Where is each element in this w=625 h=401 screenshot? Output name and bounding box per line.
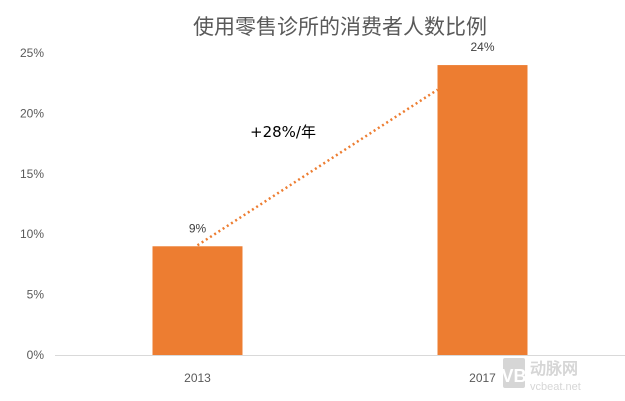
y-tick-label: 5% xyxy=(27,288,45,302)
trend-line xyxy=(196,88,439,247)
x-tick-label: 2017 xyxy=(469,371,496,385)
y-tick-label: 10% xyxy=(20,227,44,241)
y-tick-label: 0% xyxy=(27,348,45,362)
svg-text:vcbeat.net: vcbeat.net xyxy=(530,381,581,393)
chart-title: 使用零售诊所的消费者人数比例 xyxy=(193,15,487,39)
data-label: 9% xyxy=(189,221,207,235)
watermark-logo: VB 动脉网 vcbeat.net xyxy=(501,358,581,393)
trend-annotation: +28%/年 xyxy=(250,123,316,141)
svg-text:动脉网: 动脉网 xyxy=(530,359,578,378)
svg-text:VB: VB xyxy=(501,366,526,386)
bar-2013 xyxy=(152,246,243,355)
data-label: 24% xyxy=(470,40,494,54)
x-tick-label: 2013 xyxy=(184,371,211,385)
y-tick-label: 25% xyxy=(20,46,44,60)
y-tick-label: 20% xyxy=(20,106,44,120)
bar-2017 xyxy=(437,65,528,355)
y-tick-label: 15% xyxy=(20,167,44,181)
